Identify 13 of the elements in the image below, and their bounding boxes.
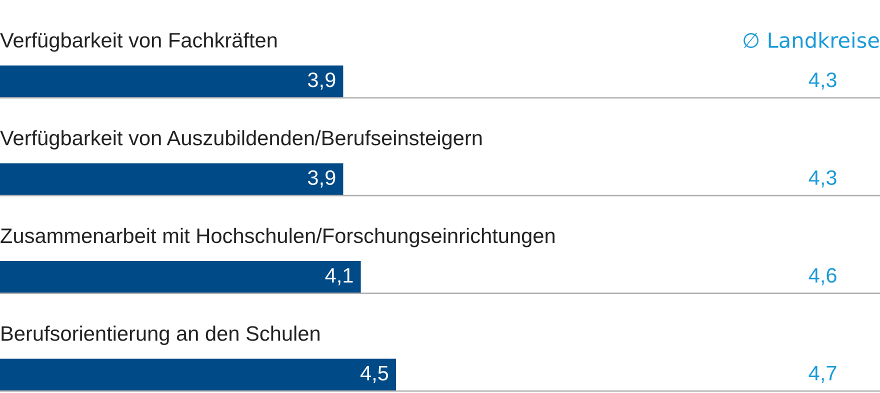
annotation: 4,6 — [808, 268, 836, 286]
y-tick-label: Zusammenarbeit mit Hochschulen/Forschungseinrichtungen — [0, 228, 554, 248]
annotation: 4,3 — [808, 170, 836, 188]
data-label: 4,1 — [325, 268, 353, 286]
annotation: 4,7 — [808, 366, 836, 383]
data-label: 3,9 — [308, 170, 336, 188]
data-label: 3,9 — [308, 72, 336, 90]
annotation: ∅ Landkreise — [744, 32, 879, 48]
y-tick-label: Verfügbarkeit von Fachkräften — [0, 32, 277, 52]
y-tick-label: Berufsorientierung an den Schulen — [2, 326, 320, 346]
annotation: 4,3 — [808, 72, 836, 90]
data-label: 4,5 — [360, 366, 388, 383]
y-tick-label: Verfügbarkeit von Auszubildenden/Berufseinsteigern — [0, 130, 482, 150]
